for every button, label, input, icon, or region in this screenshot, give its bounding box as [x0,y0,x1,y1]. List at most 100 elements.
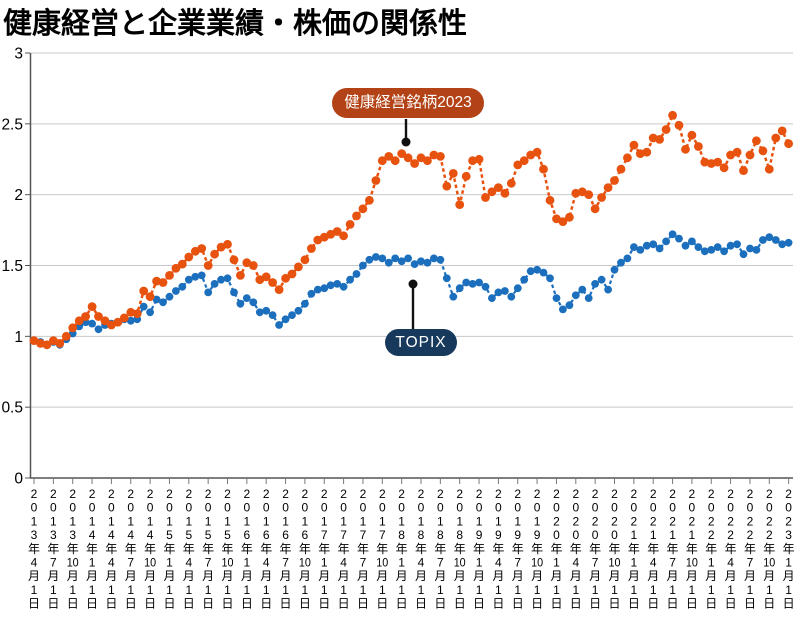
data-point [152,295,161,304]
data-point [423,258,432,267]
data-point [462,278,471,287]
svg-text:日: 日 [376,597,388,611]
svg-text:年: 年 [202,542,214,556]
svg-text:2: 2 [244,487,251,501]
svg-text:1: 1 [650,528,657,542]
svg-text:月: 月 [647,569,659,583]
data-point [68,323,78,333]
data-point [662,237,670,246]
svg-text:10: 10 [222,556,234,570]
svg-text:2: 2 [689,514,696,528]
svg-text:年: 年 [647,542,659,556]
data-point [488,294,496,302]
svg-text:6: 6 [263,528,270,542]
svg-text:6: 6 [302,528,309,542]
svg-text:2: 2 [611,514,618,528]
data-point [584,190,594,200]
svg-text:2: 2 [263,487,270,501]
svg-text:年: 年 [47,542,59,556]
svg-text:4: 4 [108,528,115,542]
data-point [339,282,348,291]
data-point [449,292,458,301]
svg-text:1: 1 [398,556,405,570]
data-point [590,204,600,214]
svg-text:2: 2 [669,487,676,501]
data-point [623,254,632,263]
svg-text:2: 2 [69,487,76,501]
svg-text:1: 1 [456,514,463,528]
svg-text:2: 2 [689,487,696,501]
svg-text:4: 4 [727,556,734,570]
svg-text:1: 1 [572,583,579,597]
data-point [172,287,180,295]
data-point [178,282,187,291]
svg-text:0: 0 [69,501,76,515]
svg-text:0: 0 [127,501,134,515]
data-point [455,200,465,210]
svg-text:10: 10 [454,556,466,570]
svg-text:9: 9 [514,528,521,542]
svg-text:1: 1 [244,583,251,597]
svg-text:日: 日 [473,597,485,611]
data-point [159,298,167,307]
svg-text:3: 3 [50,528,57,542]
svg-text:1: 1 [437,583,444,597]
svg-text:0: 0 [747,501,754,515]
data-point [764,164,774,174]
svg-text:2: 2 [572,487,579,501]
svg-text:日: 日 [783,597,795,611]
data-point [372,253,380,261]
data-point [268,311,277,319]
data-point [649,240,658,249]
svg-text:月: 月 [415,569,427,583]
svg-text:日: 日 [125,597,137,611]
svg-text:月: 月 [589,569,601,583]
data-point [448,169,458,178]
data-point [519,156,529,166]
svg-text:1: 1 [437,514,444,528]
svg-text:月: 月 [396,569,408,583]
svg-text:1: 1 [302,583,309,597]
data-point [158,278,168,287]
svg-text:年: 年 [28,542,40,556]
svg-text:日: 日 [280,597,292,611]
svg-text:年: 年 [531,542,543,556]
svg-text:7: 7 [360,528,367,542]
svg-text:1: 1 [31,583,38,597]
svg-text:年: 年 [241,542,253,556]
svg-text:4: 4 [572,556,579,570]
data-point [745,150,755,160]
data-point [139,286,149,296]
data-point [248,261,258,270]
svg-text:0: 0 [534,501,541,515]
svg-text:9: 9 [534,528,541,542]
svg-text:1: 1 [476,556,483,570]
data-point [184,252,194,262]
svg-text:0: 0 [147,501,154,515]
data-point [532,147,542,157]
svg-text:7: 7 [379,528,386,542]
data-point [526,267,535,276]
svg-text:10: 10 [376,556,388,570]
data-point [565,301,574,310]
svg-text:月: 月 [241,569,253,583]
kenko-callout-pointer [401,119,411,147]
data-point [674,120,684,130]
svg-text:0: 0 [592,528,599,542]
data-point [675,234,683,243]
svg-text:6: 6 [282,528,289,542]
data-point [430,254,438,263]
svg-text:1: 1 [31,514,38,528]
data-point [217,275,226,284]
svg-text:日: 日 [744,597,756,611]
data-point [352,270,361,278]
svg-text:0: 0 [572,528,579,542]
